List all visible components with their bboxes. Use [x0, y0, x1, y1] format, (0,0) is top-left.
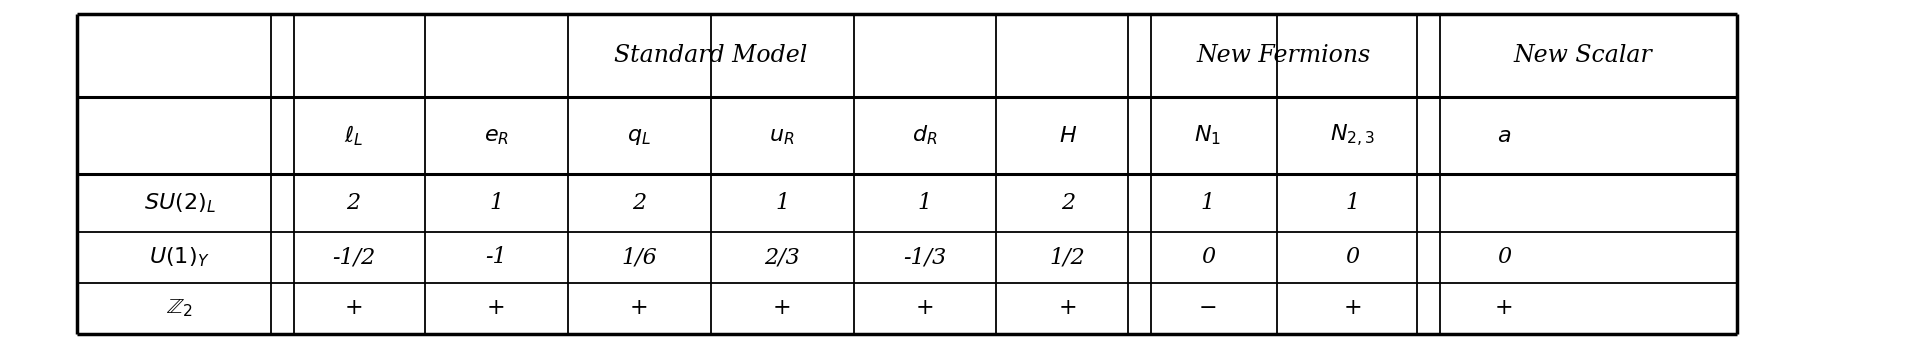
- Text: +: +: [1058, 298, 1077, 319]
- Text: New Scalar: New Scalar: [1513, 44, 1653, 67]
- Text: 1: 1: [490, 192, 503, 214]
- Text: +: +: [630, 298, 649, 319]
- Text: +: +: [344, 298, 363, 319]
- Text: 1: 1: [1346, 192, 1359, 214]
- Text: 2: 2: [1060, 192, 1075, 214]
- Text: $u_R$: $u_R$: [770, 125, 795, 147]
- Text: −: −: [1198, 298, 1217, 319]
- Text: +: +: [488, 298, 505, 319]
- Text: $\mathbb{Z}_2$: $\mathbb{Z}_2$: [165, 298, 194, 319]
- Text: 1: 1: [1200, 192, 1215, 214]
- Text: $d_R$: $d_R$: [912, 124, 937, 148]
- Text: $SU(2)_L$: $SU(2)_L$: [144, 191, 215, 215]
- Text: New Fermions: New Fermions: [1196, 44, 1371, 67]
- Text: 1/2: 1/2: [1050, 246, 1085, 268]
- Text: 2: 2: [346, 192, 361, 214]
- Text: 1: 1: [918, 192, 931, 214]
- Text: -1/2: -1/2: [332, 246, 374, 268]
- Text: 1: 1: [776, 192, 789, 214]
- Text: $\ell_L$: $\ell_L$: [344, 123, 363, 148]
- Text: $q_L$: $q_L$: [628, 125, 651, 147]
- Text: +: +: [772, 298, 791, 319]
- Text: +: +: [916, 298, 935, 319]
- Text: 0: 0: [1200, 246, 1215, 268]
- Text: $N_1$: $N_1$: [1194, 124, 1221, 148]
- Text: -1/3: -1/3: [902, 246, 947, 268]
- Text: Standard Model: Standard Model: [614, 44, 806, 67]
- Text: $a$: $a$: [1498, 125, 1511, 147]
- Text: 0: 0: [1346, 246, 1359, 268]
- Text: $N_{2,3}$: $N_{2,3}$: [1331, 122, 1375, 149]
- Text: 2: 2: [632, 192, 647, 214]
- Text: $U(1)_Y$: $U(1)_Y$: [150, 245, 209, 269]
- Text: $H$: $H$: [1058, 125, 1077, 147]
- Text: -1: -1: [486, 246, 507, 268]
- Text: +: +: [1344, 298, 1361, 319]
- Text: $e_R$: $e_R$: [484, 125, 509, 147]
- Text: +: +: [1496, 298, 1513, 319]
- Text: 1/6: 1/6: [622, 246, 657, 268]
- Text: 0: 0: [1498, 246, 1511, 268]
- Text: 2/3: 2/3: [764, 246, 801, 268]
